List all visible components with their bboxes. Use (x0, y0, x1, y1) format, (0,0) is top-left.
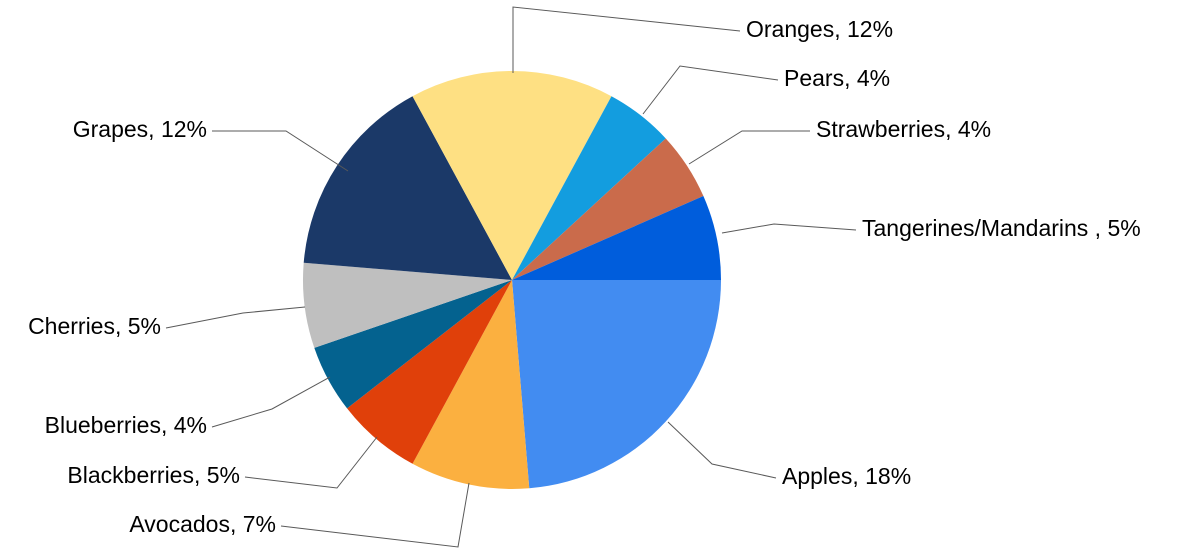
slice-label-strawberries: Strawberries, 4% (816, 116, 991, 142)
slice-label-cherries: Cherries, 5% (28, 313, 161, 339)
pie-slice-cherries (302, 262, 512, 348)
leader-line-pears (642, 65, 779, 115)
pie-slice-avocados (412, 280, 530, 490)
slice-label-grapes: Grapes, 12% (73, 116, 207, 142)
leader-line-blueberries (211, 376, 331, 428)
leader-line-blackberries (244, 436, 378, 489)
slice-label-blackberries: Blackberries, 5% (67, 462, 240, 488)
leader-lines (165, 6, 857, 548)
pie-slice-pears (512, 96, 666, 280)
pie-slice-tangerines-mandarins (512, 196, 721, 280)
slice-label-avocados: Avocados, 7% (129, 511, 276, 537)
leader-line-strawberries (688, 130, 810, 165)
pie-slices (302, 71, 722, 490)
leader-line-apples (667, 421, 777, 479)
pie-slice-grapes (303, 96, 512, 280)
slice-label-pears: Pears, 4% (784, 65, 890, 91)
slice-label-blueberries: Blueberries, 4% (45, 412, 207, 438)
slice-label-tangerines-mandarins: Tangerines/Mandarins , 5% (862, 215, 1141, 241)
slice-labels: Apples, 18% Avocados, 7% Blackberries, 5% B… (28, 16, 1141, 537)
leader-line-oranges (512, 6, 741, 73)
slice-label-oranges: Oranges, 12% (746, 16, 893, 42)
slice-label-apples: Apples, 18% (782, 463, 911, 489)
pie-slice-oranges (412, 71, 612, 280)
pie-slice-strawberries (512, 138, 704, 280)
pie-slice-apples (512, 280, 722, 489)
leader-line-tangerines-mandarins (721, 223, 857, 234)
leader-line-cherries (165, 306, 306, 329)
leader-line-grapes (212, 130, 349, 172)
pie-slice-blueberries (314, 280, 512, 409)
leader-line-avocados (280, 482, 470, 548)
pie-slice-blackberries (347, 280, 512, 464)
